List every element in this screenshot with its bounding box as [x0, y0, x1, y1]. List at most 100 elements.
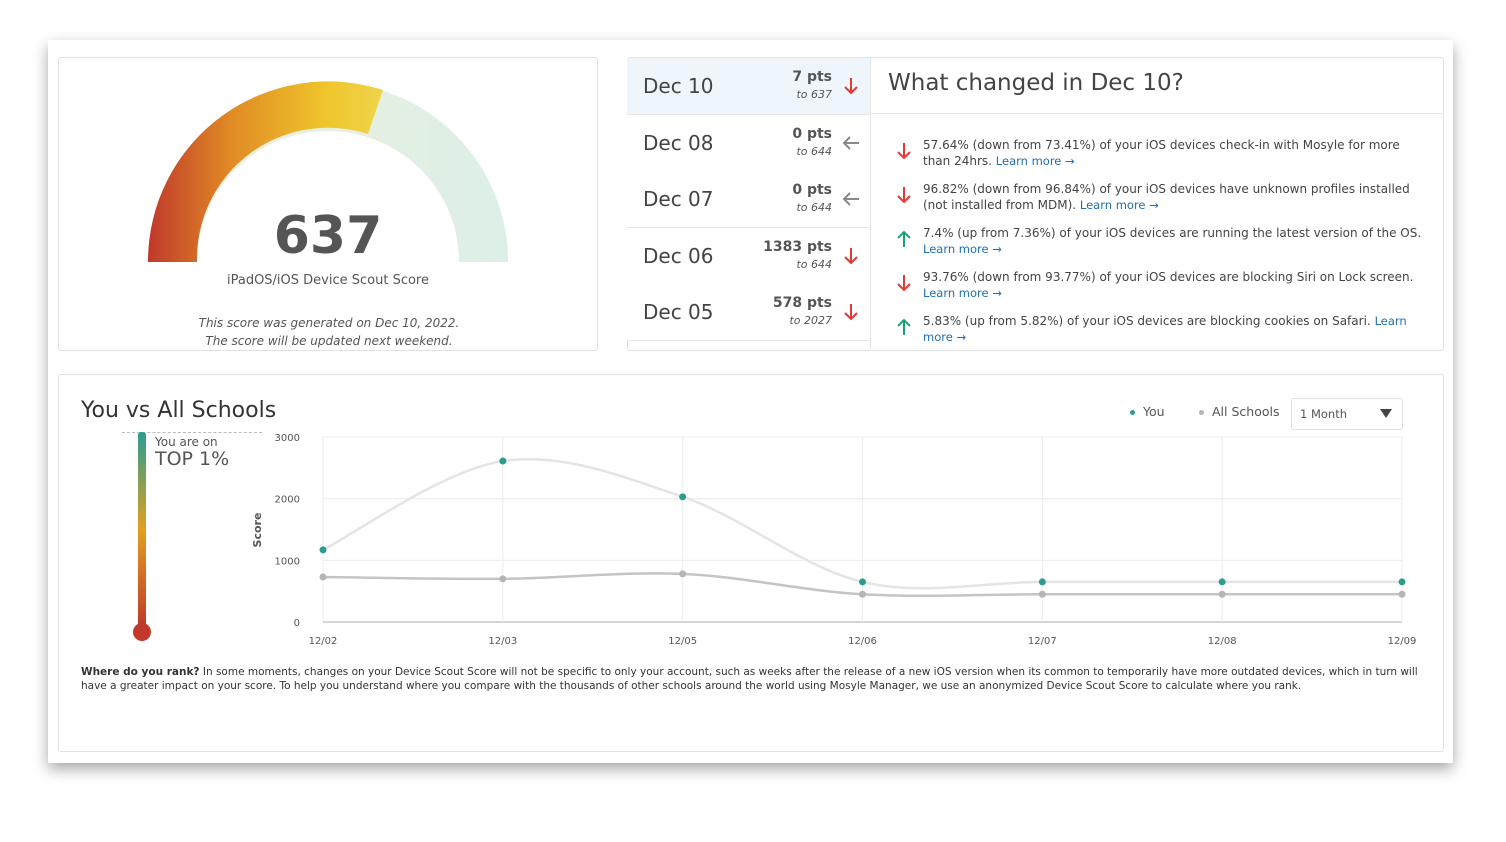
date: Dec 10 — [643, 74, 714, 98]
x-tick-label: 12/02 — [309, 636, 338, 647]
legend-dot — [1130, 410, 1135, 415]
points-to: to 644 — [796, 201, 832, 214]
trend-icon — [844, 304, 858, 321]
change-item: 7.4% (up from 7.36%) of your iOS devices… — [923, 225, 1428, 257]
x-tick-label: 12/09 — [1388, 636, 1417, 647]
score-label: iPadOS/iOS Device Scout Score — [226, 273, 429, 288]
point — [679, 570, 687, 578]
points: 0 pts — [792, 182, 832, 198]
change-text: 96.82% (down from 96.84%) of your iOS de… — [923, 182, 1410, 212]
footnote-lead: Where do you rank? — [81, 666, 200, 678]
history-row: Dec 06 1383 pts to 644 — [627, 227, 870, 285]
y-tick-label: 3000 — [275, 433, 300, 444]
point — [499, 457, 507, 465]
arrow — [897, 230, 911, 247]
arrow — [897, 187, 911, 204]
point — [319, 546, 327, 554]
legend-dot — [1199, 410, 1204, 415]
history-row: Dec 05 578 pts to 2027 — [627, 284, 870, 341]
points-to: to 644 — [796, 257, 832, 271]
trend-icon — [897, 275, 911, 292]
score-card: 637 iPadOS/iOS Device Scout Score This s… — [58, 57, 598, 351]
trend-icon — [897, 187, 911, 204]
trend-icon — [897, 143, 911, 160]
arrow — [897, 275, 911, 292]
arrow — [844, 247, 858, 264]
gauge-fill — [147, 81, 383, 262]
footnote: Where do you rank? In some moments, chan… — [81, 665, 1426, 693]
points: 0 pts — [792, 125, 832, 142]
trend-icon — [897, 230, 911, 247]
x-tick-label: 12/03 — [488, 636, 517, 647]
history-row: Dec 10 7 pts to 637 — [627, 58, 870, 115]
gauge — [147, 81, 508, 262]
trend-icon — [897, 318, 911, 335]
history-row: Dec 08 0 pts to 644 — [627, 114, 870, 172]
dropdown-icon — [1380, 409, 1392, 418]
points: 7 pts — [792, 69, 832, 85]
divider — [871, 113, 1442, 114]
legend-label: All Schools — [1212, 404, 1280, 419]
point — [1218, 578, 1226, 586]
points-to: to 644 — [796, 144, 832, 158]
x-tick-label: 12/07 — [1028, 636, 1057, 647]
points: 1383 pts — [763, 238, 832, 255]
rank-rule — [122, 432, 262, 433]
point — [319, 573, 327, 581]
trend-icon — [844, 247, 858, 264]
y-tick-label: 0 — [294, 618, 300, 629]
chart: 0 1000 2000 3000 12/02 12/03 12/05 12/06 12/07 12… — [251, 433, 1417, 647]
x-tick-label: 12/06 — [848, 636, 877, 647]
point — [499, 575, 507, 583]
date: Dec 06 — [643, 243, 714, 268]
learn-more[interactable]: Learn more → — [923, 286, 1002, 300]
arrow — [844, 78, 858, 95]
points-to: to 637 — [796, 88, 832, 101]
learn-more[interactable]: Learn more → — [995, 154, 1075, 168]
arrow — [897, 143, 911, 160]
learn-more[interactable]: Learn more → — [923, 242, 1002, 256]
date: Dec 05 — [643, 300, 714, 324]
date: Dec 07 — [643, 187, 714, 211]
comparison-title: You vs All Schools — [81, 398, 277, 423]
score-note: This score was generated on Dec 10, 2022… — [198, 316, 460, 348]
points: 578 pts — [772, 295, 832, 311]
change-item: 93.76% (down from 93.77%) of your iOS de… — [923, 269, 1428, 301]
x-tick-label: 12/05 — [668, 636, 697, 647]
point — [1038, 590, 1046, 598]
arrow — [842, 192, 859, 206]
thermometer — [133, 432, 151, 641]
arrow — [842, 135, 859, 150]
change-item: 5.83% (up from 5.82%) of your iOS device… — [923, 313, 1428, 345]
changes-title: What changed in Dec 10? — [888, 70, 1184, 96]
history-row: Dec 07 0 pts to 644 — [627, 171, 870, 228]
point — [1398, 578, 1406, 586]
y-tick-label: 2000 — [275, 495, 300, 506]
date: Dec 08 — [643, 130, 714, 155]
change-text: 5.83% (up from 5.82%) of your iOS device… — [923, 314, 1371, 328]
trend-icon — [844, 78, 858, 95]
point — [1038, 578, 1046, 586]
divider — [870, 57, 871, 349]
change-text: 57.64% (down from 73.41%) of your iOS de… — [923, 138, 1400, 168]
arrow — [844, 304, 858, 321]
rank-label: You are on — [155, 435, 218, 449]
learn-more[interactable]: Learn more → — [923, 314, 1407, 344]
point — [1398, 590, 1406, 598]
y-tick-label: 1000 — [275, 556, 300, 567]
change-text: 93.76% (down from 93.77%) of your iOS de… — [923, 270, 1414, 284]
legend-label: You — [1143, 404, 1165, 419]
y-axis-label: Score — [251, 513, 264, 548]
point — [1218, 590, 1226, 598]
footnote-text: In some moments, changes on your Device … — [81, 666, 1418, 692]
points-to: to 2027 — [789, 314, 832, 327]
arrow — [897, 318, 911, 335]
rank: TOP 1% — [155, 448, 230, 470]
learn-more[interactable]: Learn more → — [1079, 198, 1159, 212]
trend-icon — [842, 135, 859, 150]
period-select[interactable]: 1 Month — [1291, 398, 1403, 430]
point — [859, 590, 866, 598]
point — [679, 493, 687, 501]
period: 1 Month — [1300, 407, 1348, 421]
